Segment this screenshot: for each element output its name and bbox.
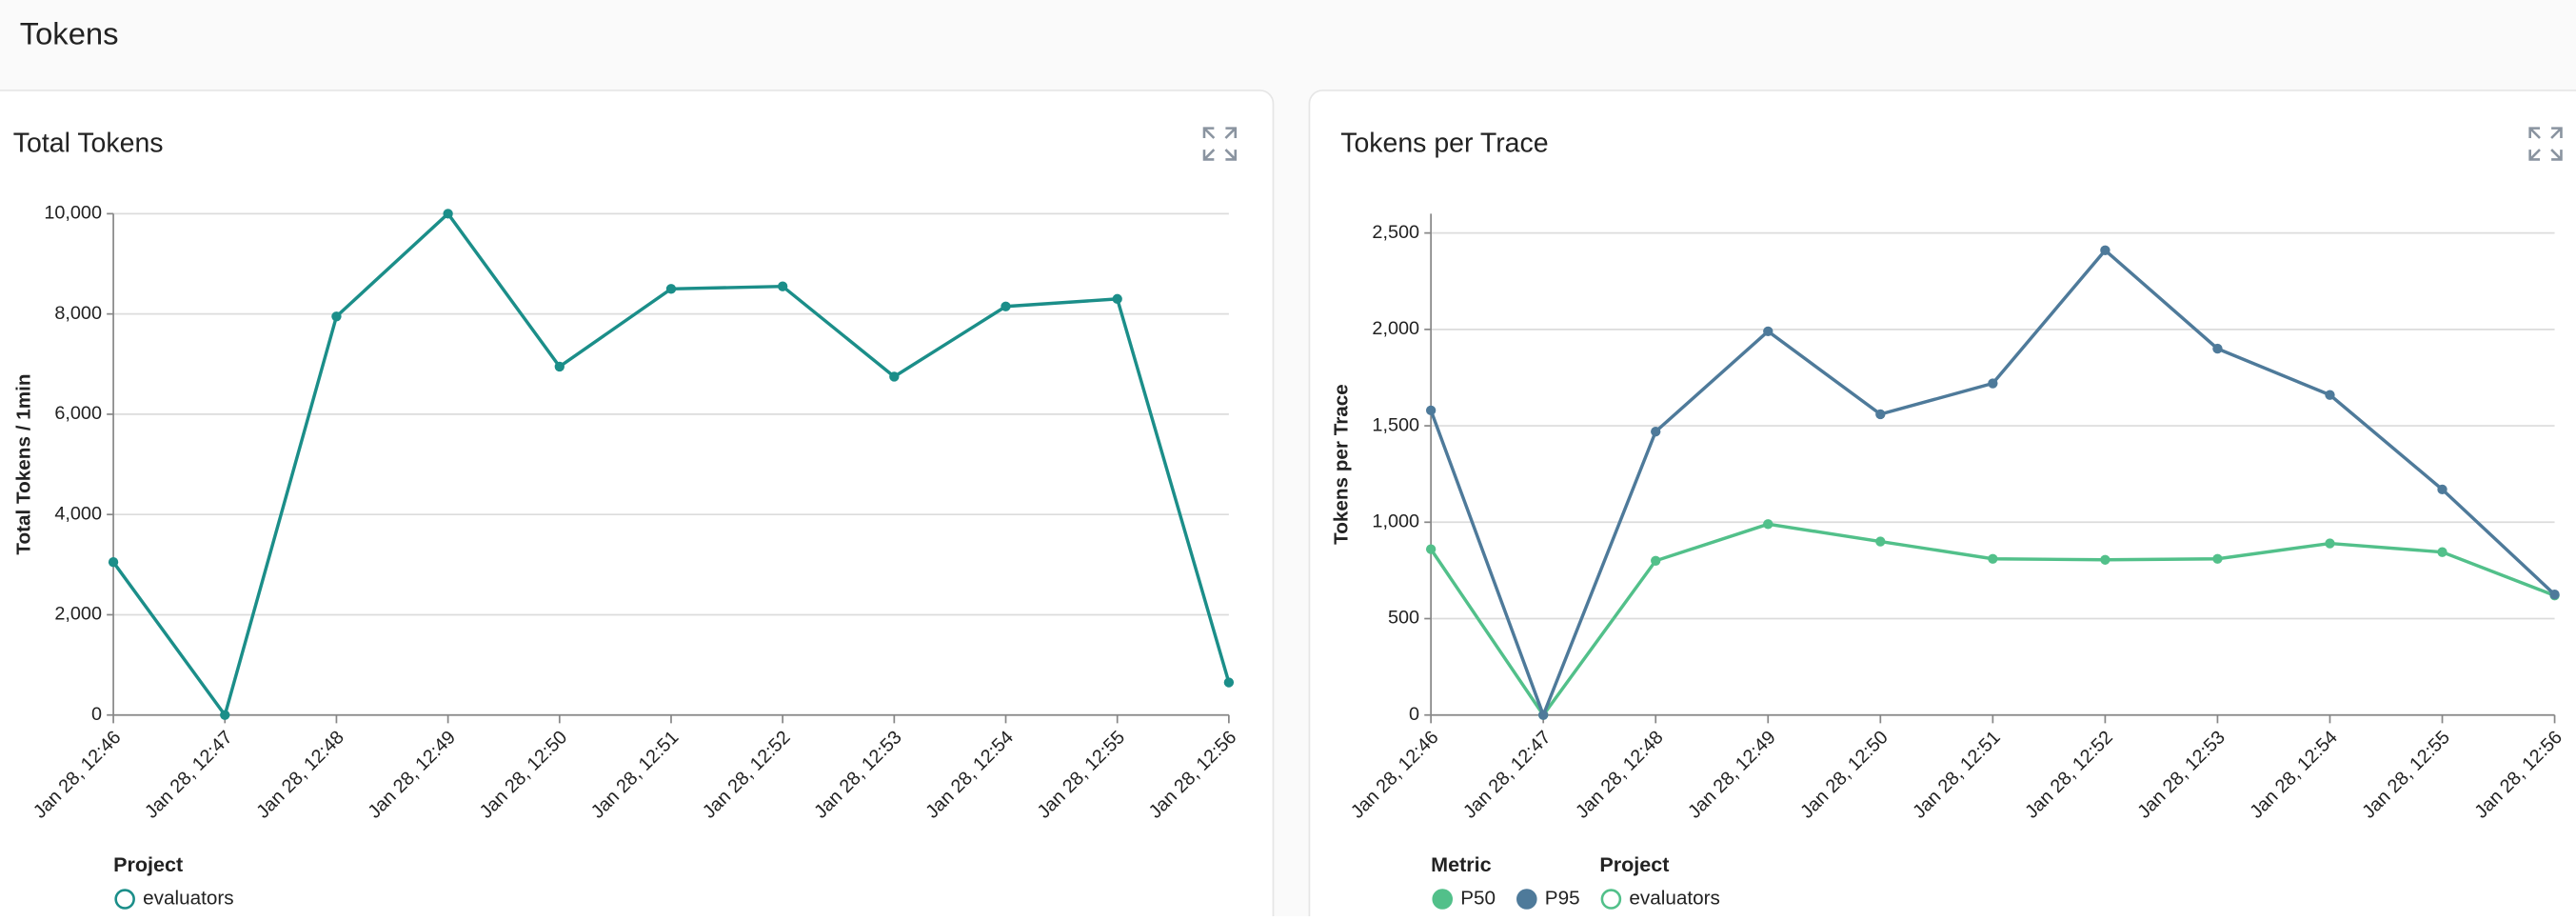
data-point	[220, 710, 230, 720]
y-axis-label: Tokens per Trace	[1330, 384, 1352, 545]
data-point	[2100, 245, 2110, 256]
data-point	[1001, 301, 1011, 311]
data-point	[554, 361, 565, 372]
data-point	[1223, 677, 1235, 688]
y-tick-label: 6,000	[54, 403, 102, 424]
card	[0, 90, 1275, 921]
legend-label: P50	[1460, 887, 1496, 909]
data-point	[1425, 544, 1437, 554]
data-point	[443, 209, 453, 219]
data-point	[1763, 326, 1773, 337]
chart-title: Total Tokens	[13, 128, 164, 158]
data-point	[2212, 343, 2223, 354]
data-point	[1875, 409, 1886, 420]
card	[1308, 90, 2576, 921]
data-point	[1763, 519, 1773, 530]
legend-label: evaluators	[143, 887, 233, 909]
y-tick-label: 1,000	[1372, 511, 1419, 532]
data-point	[1988, 378, 1998, 389]
data-point	[1651, 426, 1661, 437]
y-tick-label: 8,000	[54, 303, 102, 324]
data-point	[2549, 590, 2560, 600]
data-point	[665, 284, 677, 294]
legend-title: Project	[113, 852, 183, 876]
data-point	[777, 281, 788, 291]
data-point	[2437, 484, 2447, 495]
data-point	[2325, 538, 2335, 549]
data-point	[2325, 390, 2335, 400]
section-title: Tokens	[20, 16, 119, 51]
data-point	[1651, 555, 1661, 566]
legend-title: Project	[1599, 852, 1669, 876]
y-tick-label: 2,000	[54, 604, 102, 625]
y-tick-label: 2,500	[1372, 222, 1419, 243]
legend-label: P95	[1545, 887, 1580, 909]
y-tick-label: 10,000	[44, 203, 102, 224]
y-tick-label: 1,500	[1372, 414, 1419, 435]
y-tick-label: 2,000	[1372, 318, 1419, 339]
data-point	[1112, 293, 1122, 305]
y-tick-label: 0	[1409, 704, 1419, 725]
data-point	[2212, 553, 2223, 564]
y-tick-label: 4,000	[54, 503, 102, 524]
legend-marker	[114, 889, 135, 910]
expand-icon[interactable]	[2528, 127, 2563, 161]
y-tick-label: 0	[91, 704, 102, 725]
y-tick-label: 500	[1388, 608, 1419, 629]
data-point	[108, 557, 119, 568]
chart-title: Tokens per Trace	[1340, 128, 1548, 158]
data-point	[2100, 554, 2110, 565]
legend-title: Metric	[1431, 852, 1492, 876]
data-point	[1875, 536, 1886, 547]
expand-icon[interactable]	[1202, 127, 1238, 161]
legend-label: evaluators	[1629, 887, 1719, 909]
data-point	[889, 371, 900, 382]
legend-marker	[1432, 889, 1454, 910]
y-axis-label: Total Tokens / 1min	[12, 374, 34, 555]
data-point	[331, 311, 342, 322]
legend-marker	[1516, 889, 1537, 910]
data-point	[1988, 553, 1998, 564]
legend-marker	[1600, 889, 1622, 910]
data-point	[1538, 710, 1549, 720]
data-point	[2437, 547, 2447, 557]
data-point	[1425, 405, 1437, 416]
